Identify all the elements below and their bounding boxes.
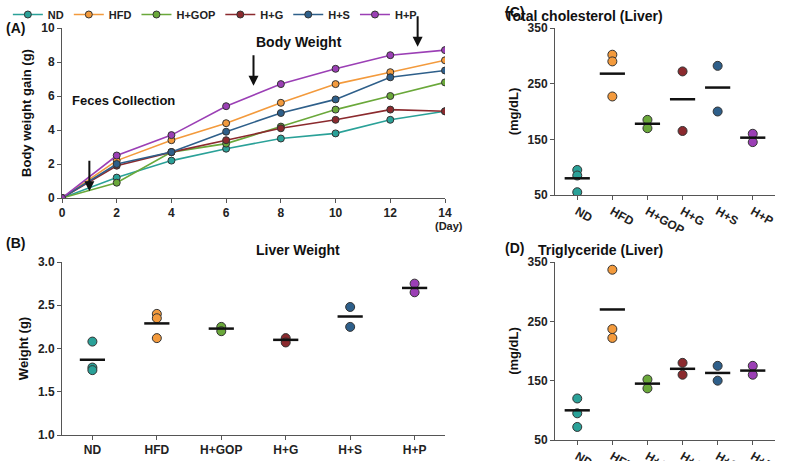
svg-text:HFD: HFD [608,204,637,229]
svg-text:150: 150 [528,374,548,388]
svg-text:4: 4 [168,206,175,220]
svg-text:H+S: H+S [328,9,350,21]
svg-text:ND: ND [84,443,102,457]
svg-text:HFD: HFD [145,443,170,457]
svg-text:50: 50 [534,188,548,202]
svg-text:HFD: HFD [109,9,132,21]
svg-text:250: 250 [528,77,548,91]
svg-text:2: 2 [48,157,55,171]
svg-text:ND: ND [573,449,595,461]
svg-text:H+P: H+P [748,449,776,461]
svg-text:H+GOP: H+GOP [643,449,687,461]
svg-text:2.0: 2.0 [38,342,55,356]
svg-text:4: 4 [48,123,55,137]
svg-text:H+GOP: H+GOP [643,204,687,237]
svg-text:(mg/dL): (mg/dL) [506,327,521,375]
svg-text:(Day): (Day) [435,220,463,232]
svg-text:2.5: 2.5 [38,298,55,312]
svg-text:(C): (C) [505,4,524,20]
svg-text:0: 0 [59,206,66,220]
svg-text:Body Weight: Body Weight [256,34,342,50]
svg-text:H+P: H+P [395,9,417,21]
svg-text:14: 14 [438,206,452,220]
svg-text:Triglyceride (Liver): Triglyceride (Liver) [538,242,663,258]
svg-text:H+P: H+P [748,204,776,228]
svg-text:H+S: H+S [713,449,741,461]
svg-text:H+G: H+G [678,204,707,229]
svg-text:HFD: HFD [608,449,637,461]
svg-text:12: 12 [384,206,398,220]
svg-text:350: 350 [528,21,548,35]
svg-text:Weight (g): Weight (g) [16,317,31,380]
svg-text:H+S: H+S [338,443,362,457]
svg-text:350: 350 [528,255,548,269]
svg-text:Total cholesterol (Liver): Total cholesterol (Liver) [505,8,663,24]
svg-text:(A): (A) [6,20,25,36]
svg-text:1.0: 1.0 [38,428,55,442]
svg-text:H+S: H+S [713,204,741,228]
svg-text:150: 150 [528,133,548,147]
svg-text:H+G: H+G [260,9,283,21]
svg-text:6: 6 [48,89,55,103]
svg-text:1.5: 1.5 [38,385,55,399]
svg-text:Liver Weight: Liver Weight [256,242,340,258]
svg-text:6: 6 [223,206,230,220]
svg-text:50: 50 [534,433,548,447]
svg-text:H+GOP: H+GOP [176,9,215,21]
svg-text:ND: ND [573,204,595,225]
svg-text:ND: ND [48,9,64,21]
svg-text:3.0: 3.0 [38,255,55,269]
svg-text:250: 250 [528,315,548,329]
svg-text:H+P: H+P [403,443,427,457]
svg-text:(mg/dL): (mg/dL) [506,88,521,136]
svg-text:Feces Collection: Feces Collection [72,93,175,108]
svg-text:H+G: H+G [678,449,707,461]
svg-text:(B): (B) [6,235,25,251]
svg-text:8: 8 [48,55,55,69]
svg-text:0: 0 [48,191,55,205]
svg-text:(D): (D) [505,240,524,256]
svg-text:10: 10 [41,21,55,35]
svg-text:H+G: H+G [273,443,298,457]
svg-text:8: 8 [278,206,285,220]
svg-text:10: 10 [329,206,343,220]
svg-text:2: 2 [113,206,120,220]
svg-text:H+GOP: H+GOP [200,443,242,457]
svg-text:Body weight gain (g): Body weight gain (g) [19,49,34,177]
